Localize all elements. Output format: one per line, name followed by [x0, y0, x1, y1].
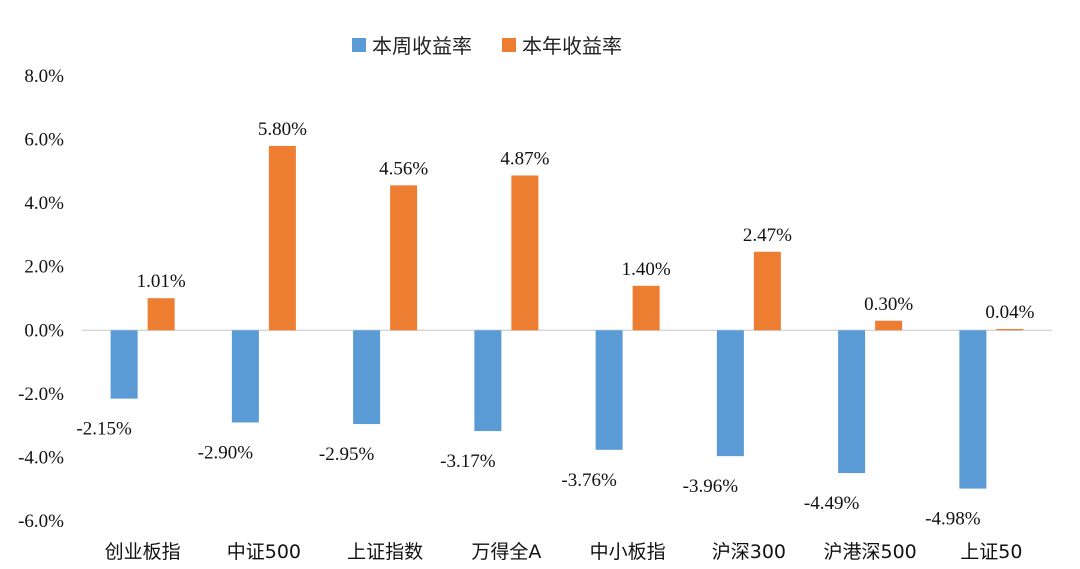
weekly-return-bar[interactable] [110, 330, 138, 399]
y-tick-label: 2.0% [24, 257, 64, 278]
weekly-return-bar[interactable] [474, 330, 502, 432]
ytd-return-bar[interactable] [147, 298, 175, 331]
ytd-return-label: 1.40% [622, 259, 671, 280]
x-category-label: 中小板指 [590, 541, 666, 563]
ytd-return-label: 4.87% [500, 148, 549, 169]
ytd-return-label: 2.47% [743, 225, 792, 246]
ytd-return-bar[interactable] [390, 185, 418, 331]
y-tick-label: 4.0% [24, 193, 64, 214]
x-category-label: 创业板指 [105, 541, 181, 563]
legend-label-weekly: 本周收益率 [372, 34, 472, 58]
weekly-return-label: -2.15% [76, 419, 132, 440]
ytd-return-bar[interactable] [511, 175, 539, 331]
y-tick-label: 6.0% [24, 130, 64, 151]
ytd-return-bar[interactable] [875, 320, 903, 331]
y-tick-label: 0.0% [24, 320, 64, 341]
weekly-return-label: -2.90% [198, 442, 254, 463]
weekly-return-bar[interactable] [838, 330, 866, 474]
legend-swatch-ytd [502, 37, 516, 52]
ytd-return-label: 0.04% [985, 302, 1034, 323]
ytd-return-label: 4.56% [379, 158, 428, 179]
legend-label-ytd: 本年收益率 [522, 34, 622, 58]
legend-item-weekly[interactable]: 本周收益率 [352, 30, 472, 59]
ytd-return-label: 0.30% [864, 294, 913, 315]
x-category-label: 沪深300 [712, 541, 786, 563]
weekly-return-bar[interactable] [595, 330, 623, 450]
x-category-label: 上证指数 [347, 541, 423, 563]
ytd-return-bar[interactable] [996, 329, 1024, 331]
weekly-return-label: -3.96% [683, 476, 739, 497]
weekly-return-bar[interactable] [959, 330, 987, 489]
weekly-return-bar[interactable] [716, 330, 744, 457]
legend-item-ytd[interactable]: 本年收益率 [502, 30, 622, 59]
weekly-return-label: -2.95% [319, 444, 375, 465]
legend-swatch-weekly [352, 37, 366, 52]
weekly-return-label: -4.49% [804, 493, 860, 514]
ytd-return-bar[interactable] [268, 145, 296, 331]
x-category-label: 中证500 [227, 541, 301, 563]
weekly-return-label: -4.98% [925, 509, 981, 530]
weekly-return-label: -3.76% [561, 470, 617, 491]
y-tick-label: -2.0% [18, 384, 64, 405]
ytd-return-label: 1.01% [137, 271, 186, 292]
weekly-return-label: -3.17% [440, 451, 496, 472]
ytd-return-bar[interactable] [632, 285, 660, 331]
y-tick-label: 8.0% [24, 66, 64, 87]
y-tick-label: -4.0% [18, 447, 64, 468]
legend: 本周收益率 本年收益率 [352, 30, 652, 59]
weekly-return-bar[interactable] [231, 330, 259, 423]
ytd-return-label: 5.80% [258, 119, 307, 140]
x-category-label: 沪港深500 [823, 541, 916, 563]
x-category-label: 上证50 [960, 541, 1022, 563]
y-tick-label: -6.0% [18, 511, 64, 532]
ytd-return-bar[interactable] [753, 251, 781, 331]
weekly-return-bar[interactable] [353, 330, 381, 425]
x-category-label: 万得全A [471, 541, 541, 563]
